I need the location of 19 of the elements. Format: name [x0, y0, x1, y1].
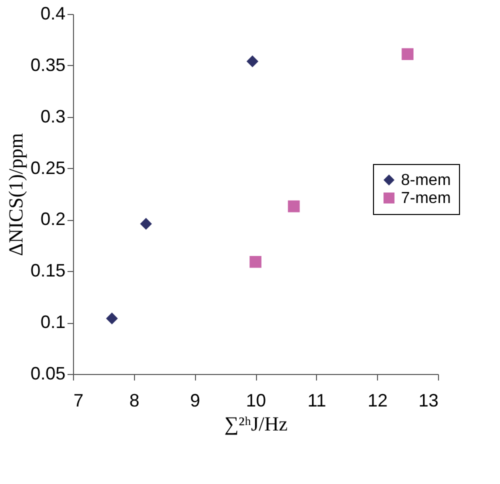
- y-axis-title: ΔNICS(1)/ppm: [5, 132, 28, 256]
- x-tick-label: 10: [246, 390, 266, 410]
- y-tick-label: 0.3: [40, 106, 66, 126]
- x-tick-label: 13: [418, 390, 438, 410]
- x-tick-label: 7: [74, 390, 84, 410]
- y-tick-label: 0.15: [30, 260, 66, 281]
- y-tick-label: 0.1: [40, 312, 66, 332]
- x-axis-title: ∑²ʰJ/Hz: [224, 414, 288, 436]
- x-tick-label: 11: [307, 390, 326, 410]
- x-tick-label: 9: [190, 390, 200, 410]
- x-tick-label: 12: [368, 390, 388, 410]
- y-tick-label: 0.4: [40, 4, 66, 24]
- y-tick-label: 0.2: [40, 209, 66, 230]
- y-tick-label: 0.05: [30, 364, 66, 384]
- y-tick-label: 0.25: [30, 158, 66, 178]
- x-tick-label: 8: [129, 390, 140, 410]
- legend-label: 7-mem: [401, 190, 451, 207]
- legend-label: 8-mem: [401, 172, 451, 189]
- y-tick-label: 0.35: [30, 54, 66, 75]
